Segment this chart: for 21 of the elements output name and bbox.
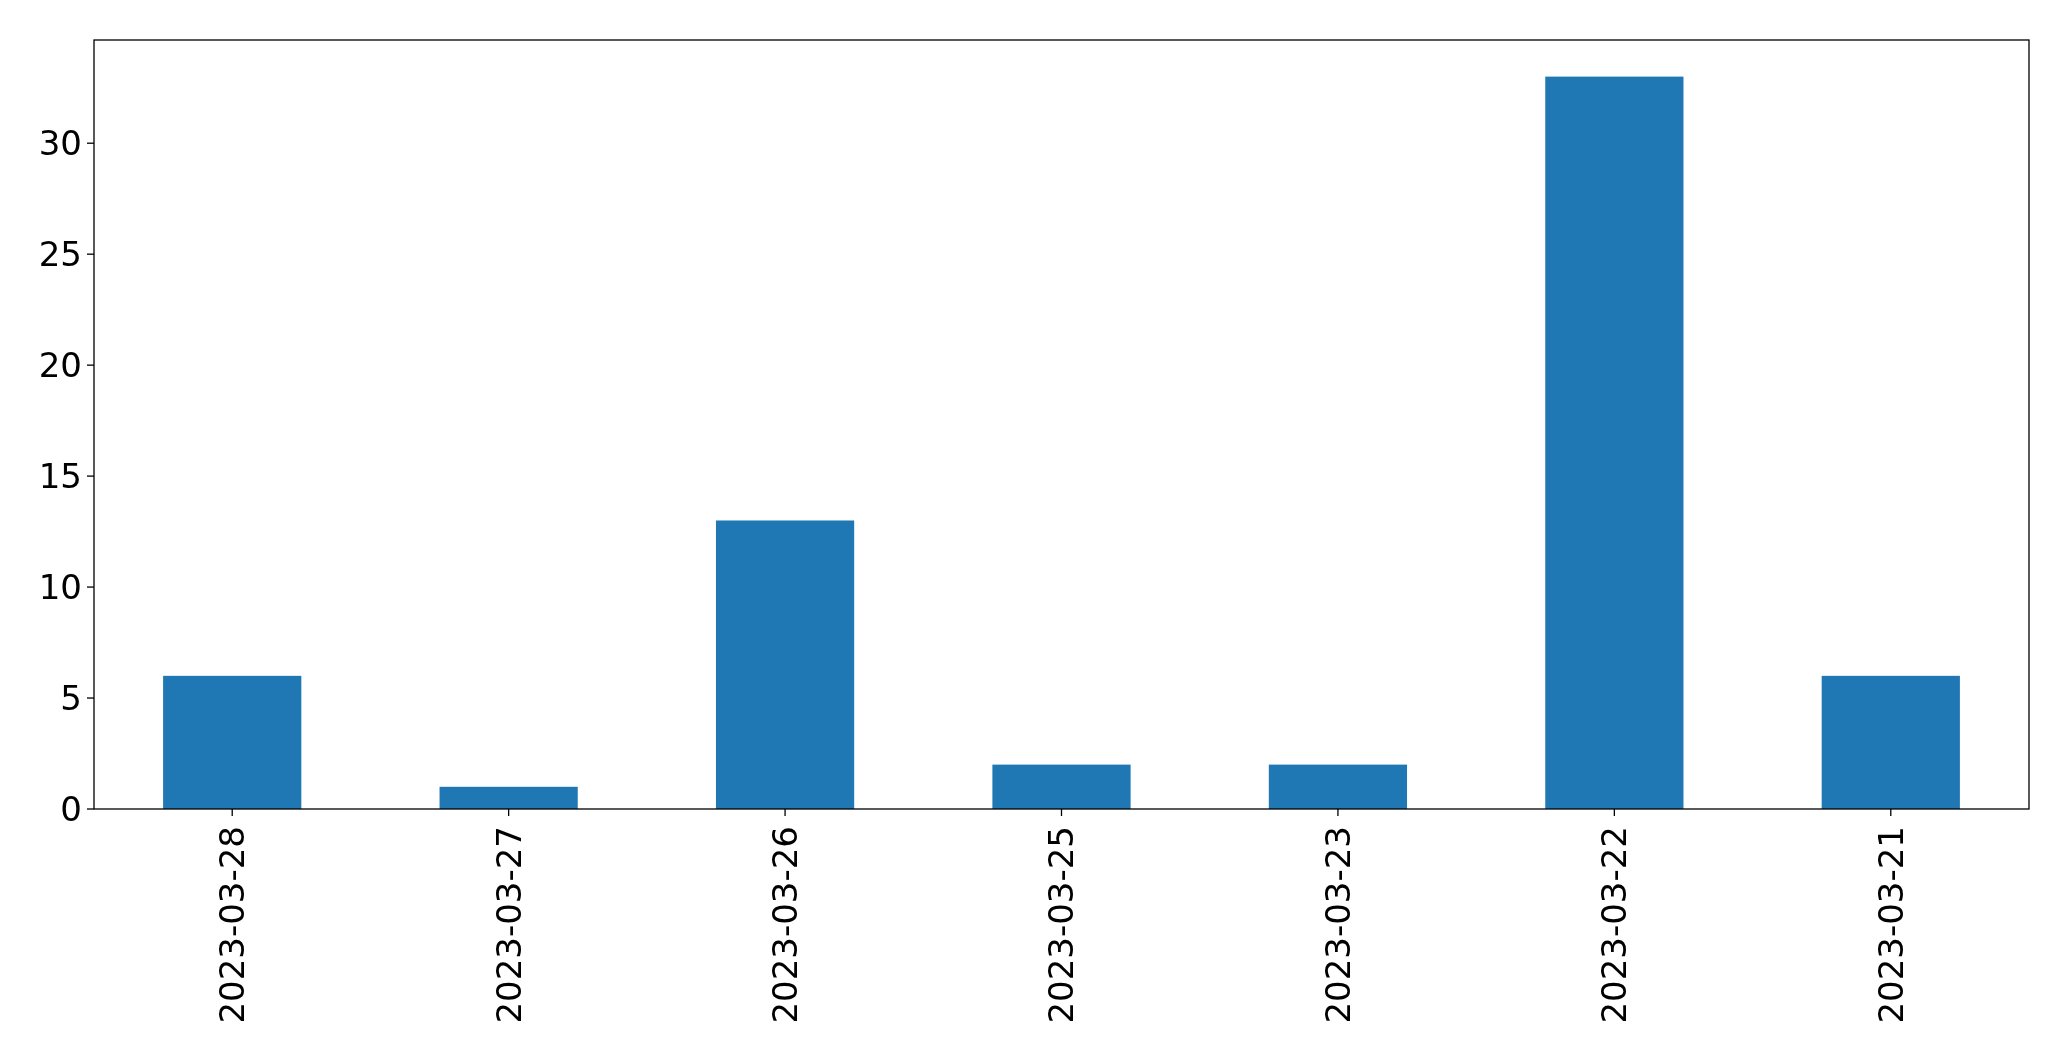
x-tick-label: 2023-03-26 <box>764 826 805 1024</box>
bar <box>439 786 578 809</box>
x-tick-label: 2023-03-25 <box>1041 826 1082 1024</box>
y-tick-label: 5 <box>60 677 82 718</box>
bar <box>163 675 302 809</box>
y-tick-label: 30 <box>38 123 82 164</box>
y-tick-label: 20 <box>38 345 82 386</box>
bar <box>1821 675 1960 809</box>
x-tick-label: 2023-03-21 <box>1870 826 1911 1024</box>
y-tick-label: 15 <box>38 456 82 496</box>
bar <box>1268 764 1408 809</box>
y-tick-label: 0 <box>60 788 82 829</box>
x-tick-label: 2023-03-28 <box>212 826 253 1024</box>
bar <box>992 764 1131 809</box>
x-tick-label: 2023-03-27 <box>488 826 529 1024</box>
x-tick-label: 2023-03-22 <box>1594 826 1635 1024</box>
x-tick-label: 2023-03-23 <box>1317 826 1358 1024</box>
bar <box>715 520 855 809</box>
y-tick-label: 10 <box>38 566 82 607</box>
bar <box>1545 76 1684 809</box>
y-tick-label: 25 <box>38 234 82 275</box>
